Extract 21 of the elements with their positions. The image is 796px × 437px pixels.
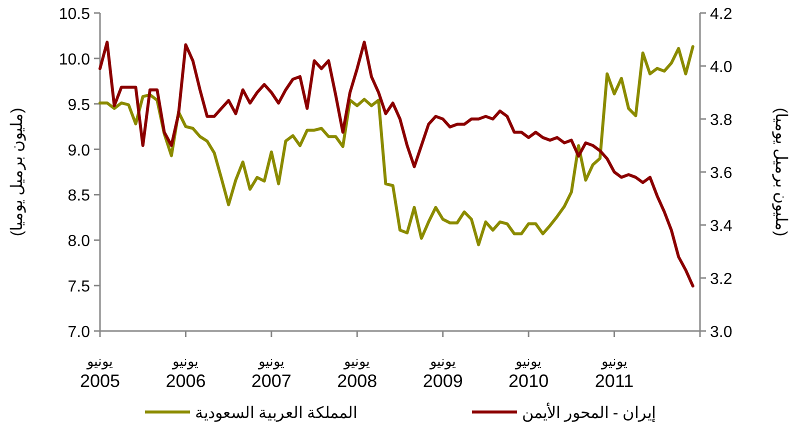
y-tick-label: 7.0	[68, 324, 90, 341]
y-tick-label: 8.0	[68, 233, 90, 250]
y-axis-title: (مليون برميل يوميا)	[9, 108, 26, 236]
y2-tick-label: 3.6	[710, 165, 732, 182]
y2-tick-label: 4.0	[710, 59, 732, 76]
y2-axis-title: (مليون برميل يوميا)	[772, 108, 789, 236]
y-tick-label: 7.5	[68, 278, 90, 296]
y-tick-label: 9.5	[68, 96, 90, 114]
y2-tick-label: 3.2	[710, 271, 732, 288]
y-tick-label: 10.5	[58, 6, 90, 23]
line-series	[98, 45, 694, 246]
line-series	[98, 40, 694, 288]
legend-label: إيران - المحور الأيمن	[522, 403, 656, 422]
y2-tick-label: 3.0	[710, 324, 732, 341]
y2-tick-label: 3.4	[710, 218, 732, 235]
y-tick-label: 8.5	[68, 188, 90, 205]
y2-tick-label: 3.8	[710, 112, 732, 129]
y-tick-label: 10.0	[58, 51, 90, 68]
y2-tick-label: 4.2	[710, 6, 732, 23]
y-tick-label: 9.0	[68, 142, 90, 160]
legend-label: المملكة العربية السعودية	[195, 405, 357, 422]
